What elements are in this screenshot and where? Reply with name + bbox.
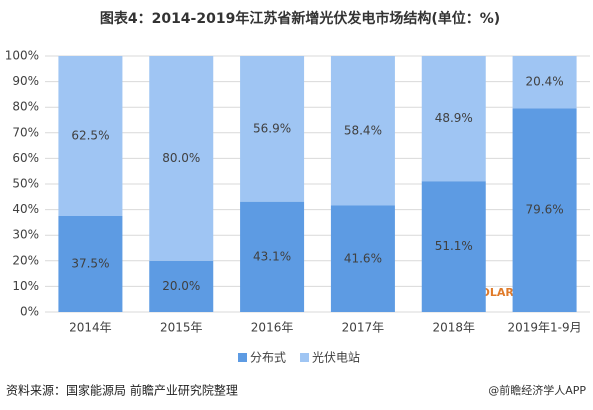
bar-segment (512, 56, 577, 109)
x-tick-label: 2018年 (432, 321, 475, 335)
bar-segment (421, 181, 486, 312)
y-tick-label: 0% (20, 305, 39, 319)
bar-segment (240, 201, 305, 312)
y-tick-label: 60% (12, 151, 39, 165)
bar-segment (240, 56, 305, 202)
data-label: 43.1% (253, 249, 291, 263)
data-label: 62.5% (71, 129, 109, 143)
y-tick-label: 80% (12, 100, 39, 114)
legend-label: 光伏电站 (312, 351, 360, 365)
y-tick-label: 40% (12, 202, 39, 216)
legend-swatch (300, 353, 310, 362)
legend-swatch (238, 353, 247, 362)
x-tick-label: 2019年1-9月 (508, 321, 582, 335)
credit: @前瞻经济学人APP (488, 383, 586, 397)
chart-title: 图表4：2014-2019年江苏省新增光伏发电市场结构(单位：%) (100, 10, 500, 27)
data-label: 80.0% (162, 151, 200, 165)
bar-segment (330, 205, 395, 312)
x-tick-label: 2016年 (251, 321, 294, 335)
bar-segment (58, 56, 123, 216)
data-label: 58.4% (344, 123, 382, 137)
y-tick-label: 90% (12, 74, 39, 88)
bar-segment (512, 108, 577, 312)
bar-segment (149, 56, 214, 261)
y-tick-label: 20% (12, 253, 39, 267)
data-label: 20.0% (162, 279, 200, 293)
bar-segment (58, 216, 123, 312)
x-tick-label: 2015年 (160, 321, 203, 335)
legend-label: 分布式 (250, 351, 286, 365)
y-tick-label: 100% (5, 49, 39, 63)
data-label: 51.1% (435, 239, 473, 253)
bar-segment (421, 56, 486, 182)
data-label: 41.6% (344, 251, 382, 265)
bar-segment (149, 260, 214, 312)
bar-segment (330, 56, 395, 206)
y-tick-label: 50% (12, 177, 39, 191)
y-tick-label: 70% (12, 125, 39, 139)
y-tick-label: 10% (12, 279, 39, 293)
x-tick-label: 2014年 (69, 321, 112, 335)
data-label: 79.6% (526, 203, 564, 217)
data-label: 56.9% (253, 121, 291, 135)
data-label: 20.4% (526, 75, 564, 89)
source: 资料来源：国家能源局 前瞻产业研究院整理 (6, 383, 238, 398)
x-tick-label: 2017年 (342, 321, 385, 335)
data-label: 48.9% (435, 111, 473, 125)
y-tick-label: 30% (12, 228, 39, 242)
data-label: 37.5% (71, 257, 109, 271)
